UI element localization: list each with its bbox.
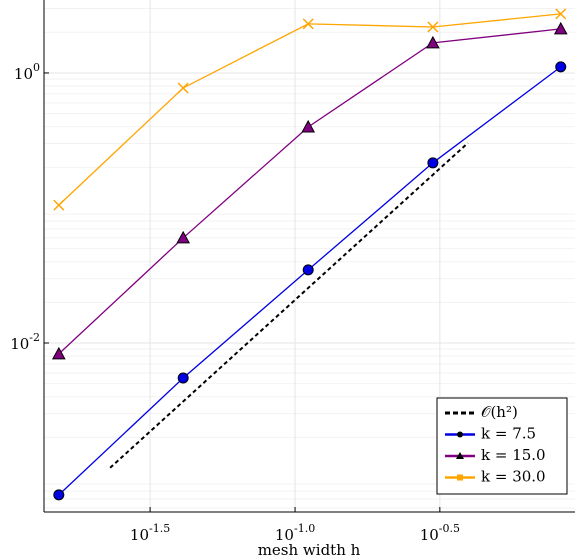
tick-label: 10-0.5 bbox=[420, 522, 460, 544]
marker bbox=[177, 372, 189, 384]
marker bbox=[302, 264, 314, 276]
series-line bbox=[109, 142, 469, 469]
marker bbox=[176, 230, 191, 244]
legend-marker bbox=[457, 474, 463, 481]
marker bbox=[427, 157, 439, 169]
series-line bbox=[58, 13, 561, 206]
tick-label: 10-2 bbox=[10, 331, 40, 353]
x-axis-label: mesh width h bbox=[258, 541, 361, 559]
marker bbox=[51, 346, 66, 360]
marker bbox=[427, 21, 439, 33]
marker bbox=[426, 35, 440, 49]
marker bbox=[53, 489, 65, 501]
series-line bbox=[58, 28, 561, 355]
legend-marker bbox=[456, 452, 464, 459]
tick-label: 10-1.0 bbox=[275, 522, 315, 544]
legend-label: k = 15.0 bbox=[481, 446, 546, 464]
tick-label: 100 bbox=[14, 61, 40, 83]
marker bbox=[177, 82, 189, 94]
marker bbox=[53, 199, 65, 211]
marker bbox=[555, 61, 567, 73]
tick-label: 10-1.5 bbox=[130, 522, 170, 544]
legend-label: 𝒪(h²) bbox=[481, 403, 518, 421]
marker bbox=[301, 119, 316, 133]
legend-label: k = 30.0 bbox=[481, 468, 546, 486]
marker bbox=[302, 18, 314, 30]
marker bbox=[553, 21, 568, 35]
legend-marker bbox=[457, 431, 463, 438]
legend-label: k = 7.5 bbox=[481, 425, 536, 443]
marker bbox=[555, 8, 567, 20]
